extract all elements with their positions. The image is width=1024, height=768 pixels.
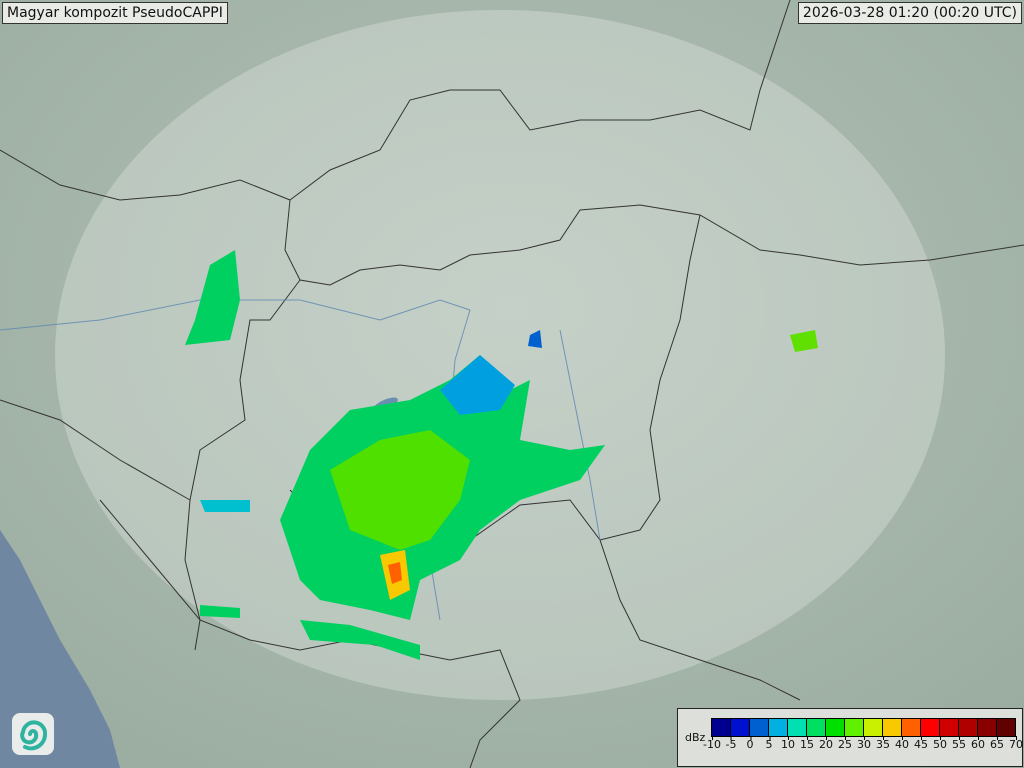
- radar-echoes: [185, 250, 818, 660]
- legend-tick: 70: [1009, 736, 1023, 751]
- echo-northeast-blue: [528, 330, 542, 348]
- legend-tick: 10: [781, 736, 795, 751]
- radar-coverage-circle: [55, 10, 945, 700]
- dbz-legend: dBz -10 -5 0 5 10 15 20 25 30 35 40 45 50 55 60 65 70: [677, 708, 1023, 767]
- legend-tick: 65: [990, 736, 1004, 751]
- legend-bin: [864, 719, 883, 736]
- legend-bin: [769, 719, 788, 736]
- legend-bin: [902, 719, 921, 736]
- legend-tick: 60: [971, 736, 985, 751]
- legend-tick: -10: [703, 736, 721, 751]
- legend-bin: [788, 719, 807, 736]
- legend-bin: [921, 719, 940, 736]
- legend-tick: 40: [895, 736, 909, 751]
- legend-bin: [997, 719, 1015, 736]
- legend-tick: 5: [765, 736, 773, 751]
- legend-ticks: -10 -5 0 5 10 15 20 25 30 35 40 45 50 55 60 65 70: [703, 736, 1023, 756]
- legend-bin: [826, 719, 845, 736]
- echo-heavy-cell-center: [388, 562, 402, 584]
- echo-east: [790, 330, 818, 352]
- timestamp: 2026-03-28 01:20 (00:20 UTC): [797, 2, 1022, 24]
- legend-bin: [978, 719, 997, 736]
- echo-small: [200, 605, 240, 618]
- legend-tick: 30: [857, 736, 871, 751]
- product-title: Magyar kompozit PseudoCAPPI: [2, 2, 228, 24]
- swirl-logo-icon: [12, 713, 54, 755]
- legend-tick: 25: [838, 736, 852, 751]
- echo-south: [300, 620, 420, 660]
- legend-tick: 15: [800, 736, 814, 751]
- echo-southwest: [200, 500, 250, 512]
- legend-bin: [845, 719, 864, 736]
- legend-bin: [807, 719, 826, 736]
- legend-bin: [883, 719, 902, 736]
- legend-bin: [750, 719, 769, 736]
- legend-tick: 55: [952, 736, 966, 751]
- adriatic-sea: [0, 530, 120, 768]
- legend-tick: -5: [725, 736, 737, 751]
- legend-unit: dBz: [685, 731, 706, 744]
- echo-edge-blue: [440, 355, 515, 415]
- legend-tick: 20: [819, 736, 833, 751]
- legend-bin: [940, 719, 959, 736]
- legend-tick: 45: [914, 736, 928, 751]
- echo-west: [185, 250, 240, 345]
- echo-core: [330, 430, 470, 550]
- legend-bin: [712, 719, 731, 736]
- legend-tick: 50: [933, 736, 947, 751]
- legend-bin: [959, 719, 978, 736]
- legend-color-bar: [711, 718, 1016, 737]
- legend-bin: [731, 719, 750, 736]
- legend-tick: 0: [746, 736, 754, 751]
- legend-tick: 35: [876, 736, 890, 751]
